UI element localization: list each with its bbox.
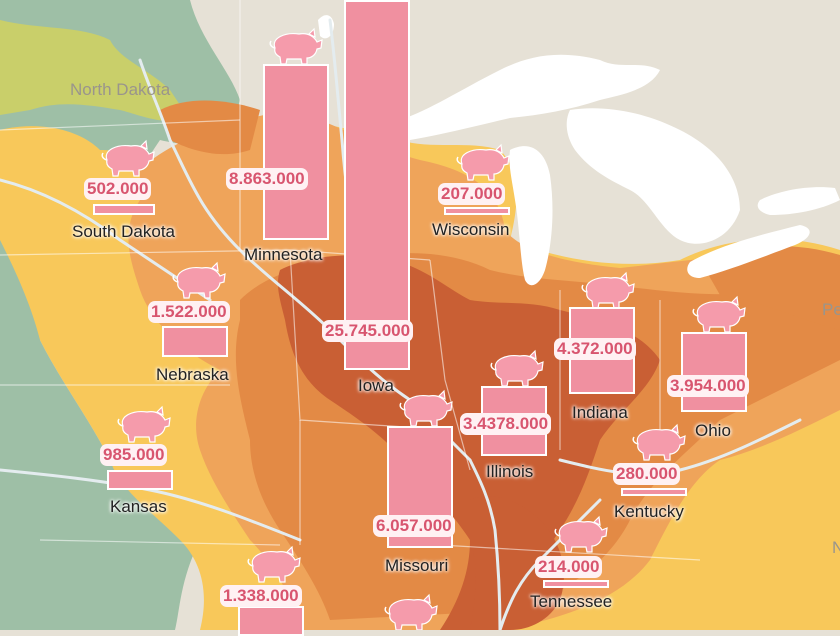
state-label-tennessee: Tennessee	[530, 592, 613, 611]
lake-ontario	[757, 187, 840, 215]
state-label-south-dakota: South Dakota	[72, 222, 176, 241]
state-label-minnesota: Minnesota	[244, 245, 323, 264]
state-label-kansas: Kansas	[110, 497, 167, 516]
bar-wisconsin	[444, 207, 510, 215]
state-label-kentucky: Kentucky	[614, 502, 684, 521]
bar-nebraska	[162, 326, 228, 357]
orange-north-patch	[160, 100, 260, 155]
value-label-oklahoma: 1.338.000	[220, 585, 302, 607]
bar-kansas	[107, 470, 173, 490]
value-label-kansas: 985.000	[100, 444, 168, 466]
value-label-south-dakota: 502.000	[84, 178, 152, 200]
lake-michigan	[509, 146, 553, 286]
bar-south-dakota	[93, 204, 155, 215]
value-label-tennessee: 214.000	[535, 556, 603, 578]
bar-kentucky	[621, 488, 687, 496]
bar-tennessee	[543, 580, 609, 588]
value-label-minnesota: 8.863.000	[226, 168, 308, 190]
value-label-missouri: 6.057.000	[373, 515, 455, 537]
lake-erie	[687, 225, 810, 278]
lake-superior	[400, 54, 660, 140]
value-label-illinois: 3.4378.000	[460, 413, 552, 435]
value-label-iowa: 25.745.000	[322, 320, 414, 342]
value-label-kentucky: 280.000	[613, 463, 681, 485]
region-label-north-dakota: North Dakota	[70, 80, 171, 99]
state-label-nebraska: Nebraska	[156, 365, 229, 384]
state-label-indiana: Indiana	[572, 403, 628, 422]
state-label-ohio: Ohio	[695, 421, 731, 440]
state-label-wisconsin: Wisconsin	[432, 220, 510, 239]
bar-ohio	[681, 332, 747, 412]
state-label-illinois: Illinois	[486, 462, 534, 481]
lake-huron	[566, 108, 740, 244]
yellowgreen-zone	[0, 20, 190, 122]
state-label-missouri: Missouri	[385, 556, 449, 575]
value-label-ohio: 3.954.000	[667, 375, 749, 397]
value-label-nebraska: 1.522.000	[148, 301, 230, 323]
region-label-edge-right-lower: N	[832, 538, 840, 557]
value-label-indiana: 4.372.000	[554, 338, 636, 360]
bar-oklahoma	[238, 606, 304, 636]
value-label-wisconsin: 207.000	[438, 183, 506, 205]
bar-iowa	[344, 0, 410, 370]
bar-minnesota	[263, 64, 329, 240]
state-label-iowa: Iowa	[358, 376, 394, 395]
region-label-edge-right: Pe	[822, 300, 840, 319]
